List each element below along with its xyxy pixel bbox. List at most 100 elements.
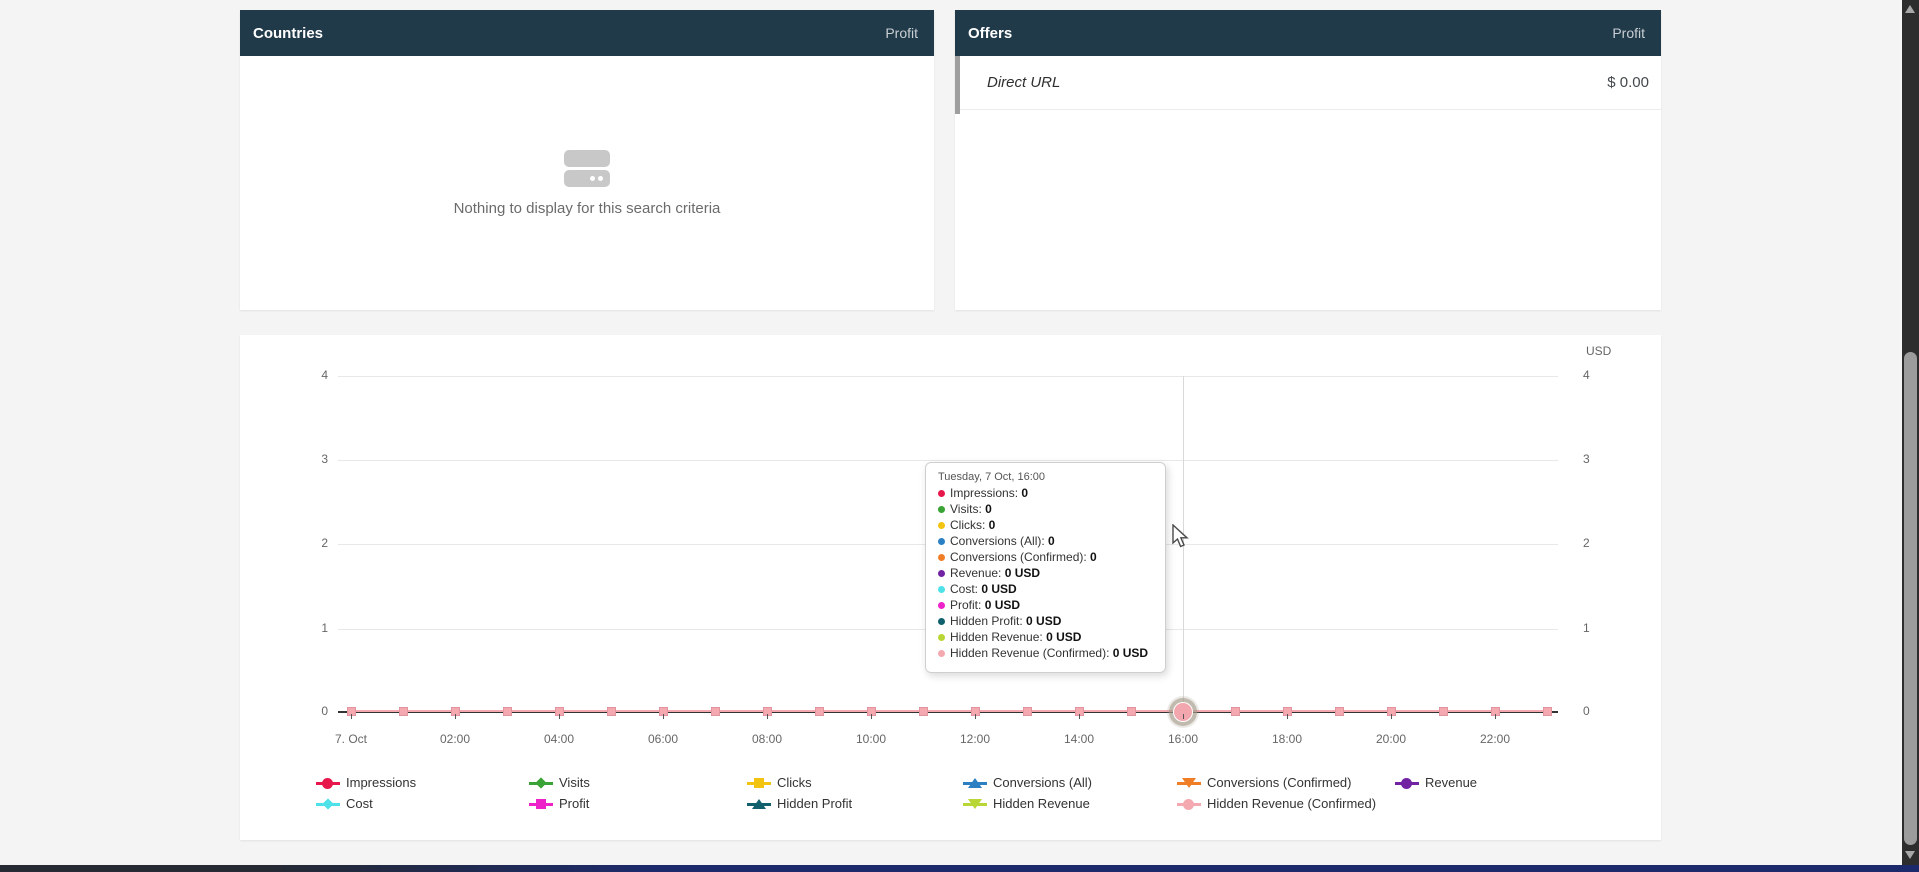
legend-label: Conversions (Confirmed) [1207, 775, 1352, 790]
legend-item[interactable]: Profit [529, 796, 589, 811]
grid-line [338, 376, 1558, 377]
data-point-marker[interactable] [1126, 707, 1136, 716]
x-axis-label: 18:00 [1271, 732, 1303, 746]
x-axis-label: 22:00 [1479, 732, 1511, 746]
offer-row-accent-bar [955, 56, 960, 114]
data-point-marker[interactable] [1542, 707, 1552, 716]
countries-panel-header: Countries Profit [240, 10, 934, 56]
chart-panel: USD 4 4 3 3 2 2 1 1 0 0 7. Oct 02:00 04:00 06:00 08:00… [240, 335, 1661, 840]
x-axis-label: 08:00 [751, 732, 783, 746]
data-point-marker[interactable] [1438, 707, 1448, 716]
y-axis-label-left: 1 [321, 621, 328, 635]
offer-name[interactable]: Direct URL [987, 74, 1061, 91]
tooltip-series-bullet-icon [938, 650, 945, 657]
tri-up-marker-icon [747, 798, 771, 810]
legend-item[interactable]: Hidden Profit [747, 796, 852, 811]
legend-label: Impressions [346, 775, 417, 790]
legend-label: Profit [559, 796, 590, 811]
empty-state-text: Nothing to display for this search crite… [453, 199, 721, 217]
y-axis-label-right: 2 [1583, 536, 1590, 550]
offer-row[interactable]: Direct URL $ 0.00 [955, 56, 1661, 114]
scrollbar-thumb[interactable] [1904, 352, 1917, 845]
diamond-marker-icon [316, 797, 340, 810]
legend-label: Hidden Revenue [993, 796, 1090, 811]
legend-label: Clicks [777, 775, 812, 790]
y-axis-label-right: 0 [1583, 704, 1590, 718]
tooltip-series-line: Visits: 0 [938, 501, 1153, 517]
legend-label: Revenue [1425, 775, 1478, 790]
x-axis-tick [1391, 714, 1392, 719]
data-point-marker[interactable] [710, 707, 720, 716]
x-axis-tick [767, 714, 768, 719]
data-point-marker[interactable] [1230, 707, 1240, 716]
tooltip-series-line: Hidden Profit: 0 USD [938, 613, 1153, 629]
offers-metric-label[interactable]: Profit [1612, 25, 1645, 41]
grid-line [338, 460, 1558, 461]
x-axis-tick [1287, 714, 1288, 719]
x-axis-tick [1495, 714, 1496, 719]
offers-panel-header: Offers Profit [955, 10, 1661, 56]
x-axis-label: 12:00 [959, 732, 991, 746]
data-point-marker[interactable] [1022, 707, 1032, 716]
diamond-marker-icon [529, 776, 553, 789]
offers-panel: Offers Profit Direct URL $ 0.00 [955, 10, 1661, 310]
hovered-data-point[interactable] [1174, 703, 1192, 721]
data-point-marker[interactable] [606, 707, 616, 716]
tooltip-series-bullet-icon [938, 522, 945, 529]
countries-empty-state: Nothing to display for this search crite… [240, 56, 934, 310]
legend-item[interactable]: Hidden Revenue [963, 796, 1090, 811]
data-point-marker[interactable] [814, 707, 824, 716]
scrollbar-down-arrow-icon[interactable] [1905, 851, 1915, 859]
tooltip-series-line: Impressions: 0 [938, 485, 1153, 501]
x-axis-tick [975, 714, 976, 719]
circle-marker-icon [1395, 777, 1419, 789]
x-axis-tick [1079, 714, 1080, 719]
x-axis-label: 14:00 [1063, 732, 1095, 746]
x-axis-label: 16:00 [1167, 732, 1199, 746]
legend-item[interactable]: Clicks [747, 775, 812, 790]
legend-label: Visits [559, 775, 590, 790]
legend-item[interactable]: Visits [529, 775, 590, 790]
tooltip-series-line: Profit: 0 USD [938, 597, 1153, 613]
mouse-cursor-icon [1172, 523, 1194, 553]
tooltip-series-bullet-icon [938, 538, 945, 545]
legend-item[interactable]: Conversions (Confirmed) [1177, 775, 1352, 790]
legend-item[interactable]: Impressions [316, 775, 416, 790]
tooltip-series-line: Conversions (All): 0 [938, 533, 1153, 549]
tooltip-series-line: Cost: 0 USD [938, 581, 1153, 597]
tooltip-series-bullet-icon [938, 586, 945, 593]
x-axis-label: 06:00 [647, 732, 679, 746]
data-point-marker[interactable] [502, 707, 512, 716]
y-axis-label-left: 0 [321, 704, 328, 718]
legend-item[interactable]: Revenue [1395, 775, 1477, 790]
y-axis-label-left: 2 [321, 536, 328, 550]
legend-label: Cost [346, 796, 373, 811]
tooltip-series-line: Revenue: 0 USD [938, 565, 1153, 581]
countries-metric-label[interactable]: Profit [885, 25, 918, 41]
circle-marker-icon [316, 777, 340, 789]
legend-item[interactable]: Hidden Revenue (Confirmed) [1177, 796, 1376, 811]
tooltip-series-bullet-icon [938, 570, 945, 577]
tri-down-marker-icon [963, 798, 987, 810]
y-axis-label-right: 1 [1583, 621, 1590, 635]
y-axis-label-left: 3 [321, 452, 328, 466]
scrollbar-up-arrow-icon[interactable] [1905, 5, 1915, 13]
x-axis-label: 20:00 [1375, 732, 1407, 746]
legend-label: Hidden Revenue (Confirmed) [1207, 796, 1377, 811]
tooltip-series-bullet-icon [938, 602, 945, 609]
data-point-marker[interactable] [398, 707, 408, 716]
x-axis-tick [455, 714, 456, 719]
data-point-marker[interactable] [918, 707, 928, 716]
x-axis-tick [663, 714, 664, 719]
legend-item[interactable]: Conversions (All) [963, 775, 1092, 790]
legend-label: Hidden Profit [777, 796, 853, 811]
data-point-marker[interactable] [1334, 707, 1344, 716]
y-axis-unit-label: USD [1586, 344, 1612, 358]
legend-item[interactable]: Cost [316, 796, 373, 811]
vertical-scrollbar[interactable] [1902, 0, 1919, 865]
tooltip-series-bullet-icon [938, 634, 945, 641]
series-line [351, 710, 1547, 712]
tooltip-series-line: Conversions (Confirmed): 0 [938, 549, 1153, 565]
circle-marker-icon [1177, 798, 1201, 810]
x-axis-tick [1183, 714, 1184, 719]
